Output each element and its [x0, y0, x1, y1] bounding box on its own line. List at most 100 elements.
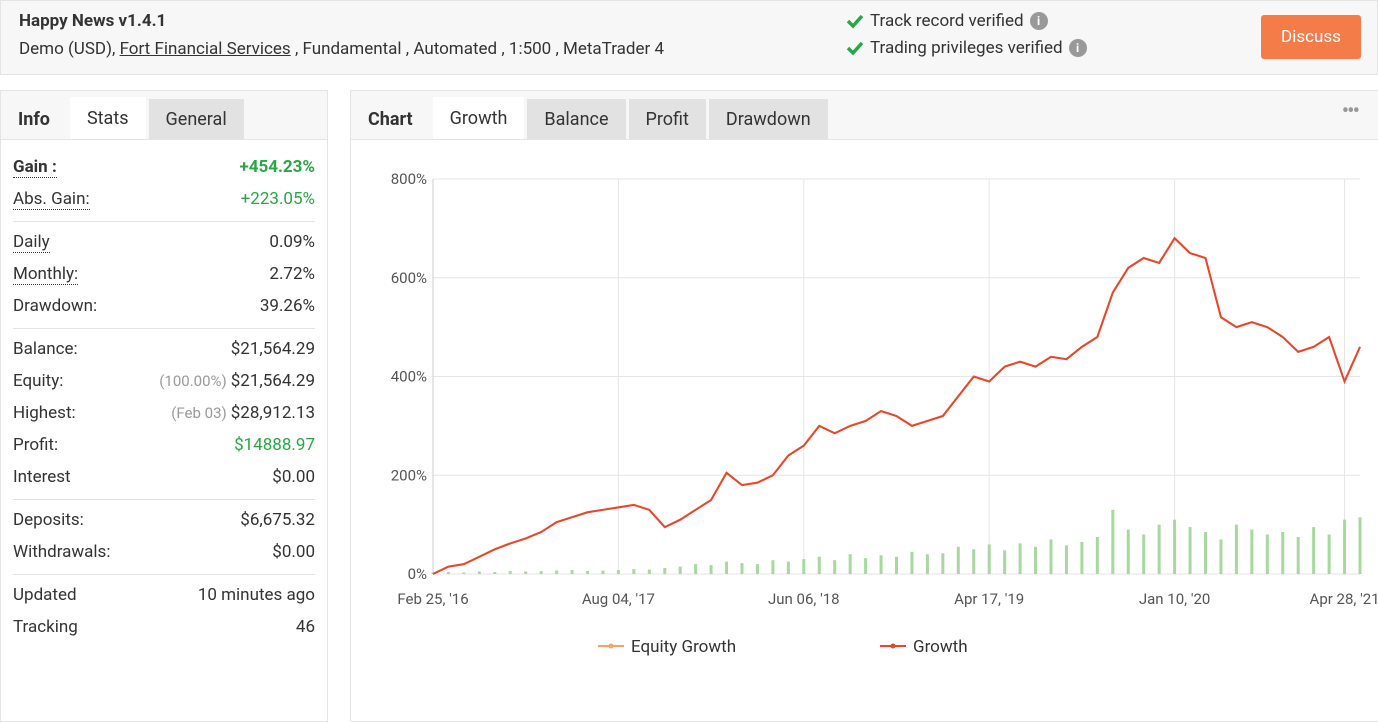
x-tick-label: Jan 10, '20: [1139, 590, 1210, 608]
stat-row: Interest $0.00: [13, 461, 315, 493]
stats-group: Updated 10 minutes ago Tracking 46: [13, 575, 315, 649]
volume-bar: [647, 569, 651, 574]
stat-label: Equity:: [13, 371, 64, 391]
volume-bar: [1126, 529, 1130, 574]
broker-link[interactable]: Fort Financial Services: [119, 39, 291, 59]
x-tick-label: Apr 17, '19: [954, 590, 1024, 608]
volume-bar: [833, 560, 837, 574]
stat-value: 39.26%: [259, 296, 315, 316]
volume-bar: [1219, 539, 1223, 574]
stat-label: Tracking: [13, 617, 78, 637]
volume-bar: [663, 568, 667, 574]
stat-value-wrap: $0.00: [272, 542, 315, 562]
volume-bar: [1204, 532, 1207, 574]
stat-row: Gain : +454.23%: [13, 151, 315, 183]
tab[interactable]: General: [148, 99, 244, 139]
stat-value: 2.72%: [269, 264, 315, 284]
stat-value-wrap: $14888.97: [234, 435, 315, 455]
volume-bar: [462, 572, 466, 574]
legend-marker: [890, 643, 896, 649]
volume-bar: [725, 561, 729, 574]
x-tick-label: Jun 06, '18: [768, 590, 840, 608]
verification-text: Trading privileges verified: [870, 38, 1063, 58]
y-tick-label: 0%: [408, 565, 427, 583]
tab[interactable]: Profit: [628, 99, 706, 139]
x-tick-label: Feb 25, '16: [397, 590, 468, 608]
stat-value-wrap: 10 minutes ago: [198, 585, 315, 605]
stat-value: +454.23%: [239, 157, 315, 177]
volume-bar: [848, 554, 852, 574]
stat-value-wrap: 2.72%: [269, 264, 315, 284]
volume-bar: [1234, 524, 1238, 574]
check-icon: [846, 14, 864, 29]
y-tick-label: 800%: [391, 170, 427, 188]
volume-bar: [925, 554, 929, 574]
volume-bar: [1312, 527, 1316, 574]
stat-value: $0.00: [272, 542, 315, 562]
stat-value: $6,675.32: [240, 510, 315, 530]
stat-label: Deposits:: [13, 510, 84, 530]
stats-group: Daily 0.09% Monthly: 2.72% Drawdown: 39.26%: [13, 222, 315, 329]
volume-bar: [446, 572, 450, 574]
stat-row: Equity: (100.00%) $21,564.29: [13, 365, 315, 397]
stat-value-wrap: +454.23%: [239, 157, 315, 177]
tab[interactable]: Growth: [432, 97, 525, 139]
stat-row: Balance: $21,564.29: [13, 333, 315, 365]
volume-bar: [678, 566, 682, 574]
volume-bar: [1188, 527, 1192, 574]
stat-value-wrap: 46: [296, 617, 315, 637]
volume-bar: [524, 571, 528, 574]
volume-bar: [1296, 536, 1300, 574]
stat-value-wrap: $6,675.32: [240, 510, 315, 530]
details: , Fundamental , Automated , 1:500 , Meta…: [294, 39, 665, 59]
info-icon[interactable]: i: [1068, 39, 1087, 57]
series-line: [432, 236, 1361, 575]
volume-bar: [539, 571, 543, 574]
volume-bar: [1250, 529, 1254, 574]
volume-bar: [1358, 517, 1362, 574]
stat-label: Balance:: [13, 339, 78, 359]
volume-bar: [771, 560, 775, 574]
stat-value: 46: [295, 617, 315, 637]
stat-value: 0.09%: [269, 232, 315, 252]
volume-bar: [709, 565, 713, 574]
stat-label: Withdrawals:: [13, 542, 111, 562]
volume-bar: [508, 571, 512, 574]
volume-bar: [555, 570, 559, 574]
volume-bar: [1157, 524, 1161, 574]
volume-bar: [477, 571, 481, 574]
volume-bar: [601, 570, 605, 574]
discuss-button[interactable]: Discuss: [1261, 15, 1361, 59]
volume-bar: [694, 564, 698, 574]
volume-bar: [1265, 534, 1269, 574]
tab[interactable]: Drawdown: [708, 99, 828, 139]
volume-bar: [941, 553, 945, 574]
info-icon[interactable]: i: [1029, 12, 1048, 30]
volume-bar: [1080, 541, 1084, 574]
volume-bar: [972, 549, 976, 574]
tab[interactable]: Balance: [527, 99, 626, 139]
chart: 0% 200% 400% 600% 800% Feb 25, '16 Aug 04, '17…: [391, 170, 1377, 657]
stat-value-wrap: $0.00: [272, 467, 315, 487]
stat-row: Highest: (Feb 03) $28,912.13: [13, 397, 315, 429]
title: Happy News v1.4.1: [19, 11, 167, 31]
stat-value-wrap: $21,564.29: [231, 339, 315, 359]
menu-icon[interactable]: •••: [1341, 99, 1360, 124]
y-tick-label: 200%: [391, 466, 427, 484]
volume-bar: [802, 559, 806, 574]
volume-bar: [864, 558, 868, 574]
volume-bar: [493, 572, 497, 574]
stats-list: Gain : +454.23% Abs. Gain: +223.05% Daily 0.0…: [13, 147, 315, 649]
stat-label: Gain :: [13, 156, 57, 178]
stats-group: Balance: $21,564.29 Equity: (100.00%) $21,56…: [13, 329, 315, 500]
stat-label: Drawdown:: [13, 296, 98, 316]
volume-bar: [632, 569, 636, 574]
tab[interactable]: Stats: [69, 97, 146, 139]
stat-value: $0.00: [272, 467, 315, 487]
volume-bar: [1111, 509, 1115, 574]
stat-value: $14888.97: [234, 435, 315, 455]
volume-bar: [740, 563, 744, 574]
volume-bar: [879, 555, 883, 574]
volume-bar: [956, 546, 960, 574]
tab: Info: [18, 108, 50, 130]
